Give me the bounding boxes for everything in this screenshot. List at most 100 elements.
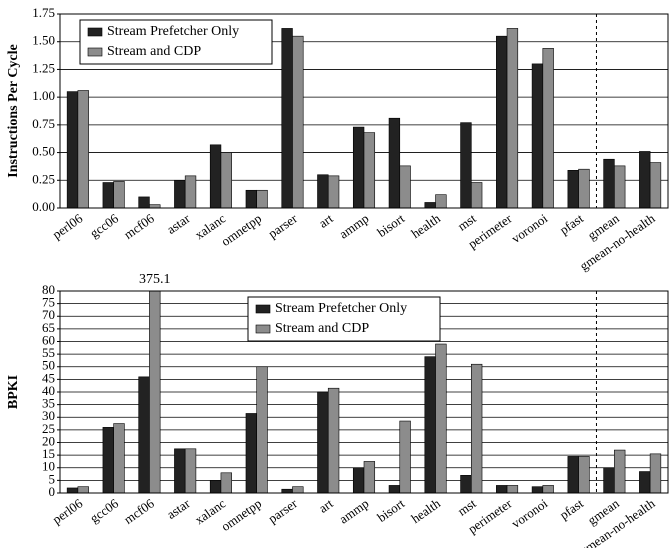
bar	[352, 467, 365, 493]
bar	[424, 202, 436, 208]
x-tick-label: mst	[455, 495, 479, 518]
data-label: 375.1	[139, 272, 171, 287]
bar	[542, 485, 554, 493]
bar	[639, 151, 651, 208]
bar	[113, 181, 125, 208]
bar	[363, 132, 376, 208]
bar	[352, 126, 365, 208]
bar	[399, 420, 411, 493]
y-axis-label: Instructions Per Cycle	[6, 44, 21, 178]
x-tick-label: pfast	[557, 210, 587, 237]
legend-label: Stream Prefetcher Only	[107, 24, 239, 39]
x-tick-label: art	[316, 495, 336, 515]
y-tick-label: 1.50	[32, 33, 55, 48]
x-tick-label: ammp	[336, 211, 371, 242]
bar	[317, 391, 329, 493]
legend-swatch	[255, 304, 271, 314]
y-tick-label: 5	[49, 471, 56, 486]
x-tick-label: health	[408, 495, 443, 526]
bar	[399, 165, 411, 208]
y-tick-label: 60	[42, 332, 55, 347]
y-tick-label: 1.00	[32, 88, 55, 103]
bar	[184, 175, 197, 208]
bar	[470, 363, 483, 493]
bar	[209, 480, 222, 493]
legend-swatch	[255, 324, 271, 334]
bar	[363, 461, 376, 493]
bar	[292, 486, 304, 493]
bar	[649, 162, 662, 208]
bar	[496, 35, 508, 208]
legend-box	[247, 296, 441, 342]
bar	[245, 189, 258, 208]
bar	[531, 486, 544, 493]
bar	[245, 413, 258, 493]
bar	[567, 170, 579, 208]
bar	[220, 472, 232, 493]
bar	[66, 487, 79, 493]
bar	[66, 91, 79, 208]
bar	[639, 471, 651, 493]
x-tick-label: bisort	[374, 210, 407, 239]
bar	[531, 63, 544, 208]
bar	[578, 168, 590, 208]
bar	[460, 122, 472, 208]
y-tick-label: 0.25	[32, 171, 55, 186]
bar	[113, 423, 125, 493]
chart: 0.00 0.25 0.50 0.75 1.00 1.25 1.50 1.75 perl06 gc…	[6, 5, 669, 273]
y-tick-label: 15	[42, 446, 55, 461]
y-tick-label: 30	[42, 408, 55, 423]
bar	[138, 376, 150, 493]
bar	[603, 158, 615, 208]
legend-label: Stream Prefetcher Only	[275, 301, 407, 316]
bar	[614, 165, 626, 208]
bar	[138, 196, 150, 208]
legend-swatch	[87, 27, 103, 37]
bar	[460, 475, 472, 493]
x-tick-label: omnetpp	[218, 211, 264, 249]
x-tick-label: omnetpp	[218, 496, 264, 534]
bars	[66, 291, 662, 493]
bar	[77, 90, 89, 208]
x-tick-label: astar	[164, 210, 193, 237]
y-tick-label: 0.00	[32, 199, 55, 214]
bar	[435, 343, 447, 493]
x-tick-label: parser	[265, 210, 300, 241]
y-tick-label: 1.75	[32, 5, 55, 20]
bar	[220, 152, 232, 208]
bar	[496, 485, 508, 493]
bar	[102, 182, 114, 208]
y-tick-label: 40	[42, 383, 55, 398]
bar	[578, 456, 590, 493]
y-tick-label: 0	[49, 484, 56, 499]
bar	[506, 485, 519, 493]
y-tick-label: 0.50	[32, 144, 55, 159]
bar	[327, 175, 340, 208]
y-tick-label: 50	[42, 358, 55, 373]
bar	[603, 467, 615, 493]
bar	[327, 387, 340, 493]
x-tick-label: mcf06	[121, 210, 157, 242]
plot-frame	[59, 290, 669, 494]
bar	[281, 28, 293, 208]
bar	[174, 448, 186, 493]
x-tick-label: ammp	[336, 496, 371, 527]
legend-label: Stream and CDP	[107, 44, 201, 59]
x-tick-label: gcc06	[87, 495, 121, 525]
y-tick-label: 20	[42, 433, 55, 448]
y-tick-label: 45	[42, 370, 55, 385]
bar	[388, 117, 401, 208]
x-tick-label: voronoi	[509, 210, 551, 246]
y-tick-label: 55	[42, 345, 55, 360]
bar	[388, 485, 401, 493]
x-tick-label: voronoi	[509, 495, 551, 531]
bar	[567, 456, 579, 493]
y-tick-label: 80	[42, 282, 55, 297]
bar	[149, 204, 161, 208]
y-tick-label: 0.75	[32, 116, 55, 131]
bar	[209, 144, 222, 208]
x-tick-label: perl06	[49, 495, 85, 527]
bar	[184, 448, 197, 493]
